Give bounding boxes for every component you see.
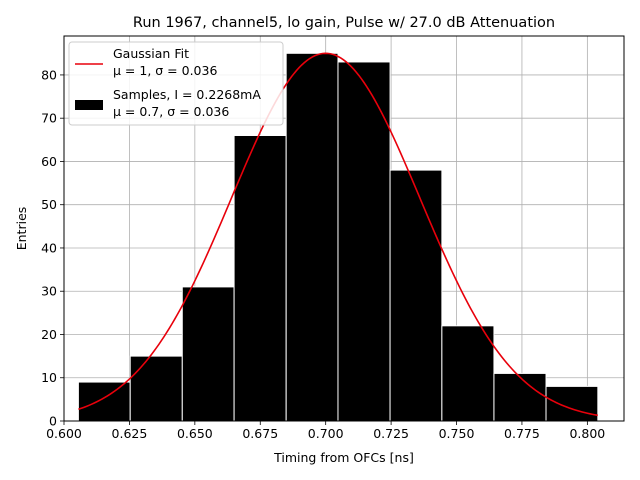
- y-tick-label: 10: [41, 370, 57, 385]
- legend-box: [68, 41, 284, 126]
- histogram-bar: [493, 372, 547, 422]
- y-tick-label: 80: [41, 67, 57, 82]
- x-tick-label: 0.675: [242, 426, 278, 441]
- y-tick-label: 60: [41, 154, 57, 169]
- legend-label-samples: Samples, I = 0.2268mA: [113, 87, 261, 102]
- histogram-bar: [77, 381, 131, 422]
- histogram-bar: [285, 52, 339, 422]
- histogram-bar: [389, 169, 443, 422]
- y-axis-ticks: 0 10 20 30 40 50 60 70 80: [41, 67, 64, 429]
- x-tick-label: 0.800: [569, 426, 605, 441]
- x-axis-label: Timing from OFCs [ns]: [273, 450, 414, 465]
- x-tick-label: 0.600: [46, 426, 82, 441]
- histogram-bar: [233, 134, 287, 422]
- y-tick-label: 40: [41, 240, 57, 255]
- x-tick-label: 0.775: [504, 426, 540, 441]
- x-tick-label: 0.700: [308, 426, 344, 441]
- histogram-bar: [129, 355, 183, 422]
- histogram-bar: [337, 61, 391, 422]
- histogram-bars: [77, 52, 599, 422]
- histogram-bar: [181, 286, 235, 422]
- histogram-bar: [545, 385, 599, 422]
- legend-detail-gaussian-fit: μ = 1, σ = 0.036: [113, 63, 217, 78]
- gaussian-fit-line: [78, 52, 598, 417]
- legend-swatch-samples: [75, 100, 103, 110]
- x-tick-label: 0.725: [373, 426, 409, 441]
- y-axis-label: Entries: [14, 207, 29, 251]
- y-tick-label: 70: [41, 111, 57, 126]
- y-tick-label: 0: [49, 414, 57, 429]
- chart-title: Run 1967, channel5, lo gain, Pulse w/ 27…: [133, 15, 555, 31]
- legend: Gaussian Fit μ = 1, σ = 0.036 Samples, I…: [68, 41, 284, 126]
- y-tick-label: 30: [41, 284, 57, 299]
- legend-detail-samples: μ = 0.7, σ = 0.036: [113, 104, 229, 119]
- legend-label-gaussian-fit: Gaussian Fit: [113, 46, 189, 61]
- y-tick-label: 50: [41, 197, 57, 212]
- x-tick-label: 0.750: [439, 426, 475, 441]
- x-tick-label: 0.625: [112, 426, 148, 441]
- x-axis-ticks: 0.600 0.625 0.650 0.675 0.700 0.725 0.750 0.775…: [46, 421, 605, 441]
- histogram-bar: [441, 325, 495, 422]
- x-tick-label: 0.650: [177, 426, 213, 441]
- gaussian-fit-curve: [78, 52, 598, 417]
- y-tick-label: 20: [41, 327, 57, 342]
- plot-frame: [63, 35, 625, 422]
